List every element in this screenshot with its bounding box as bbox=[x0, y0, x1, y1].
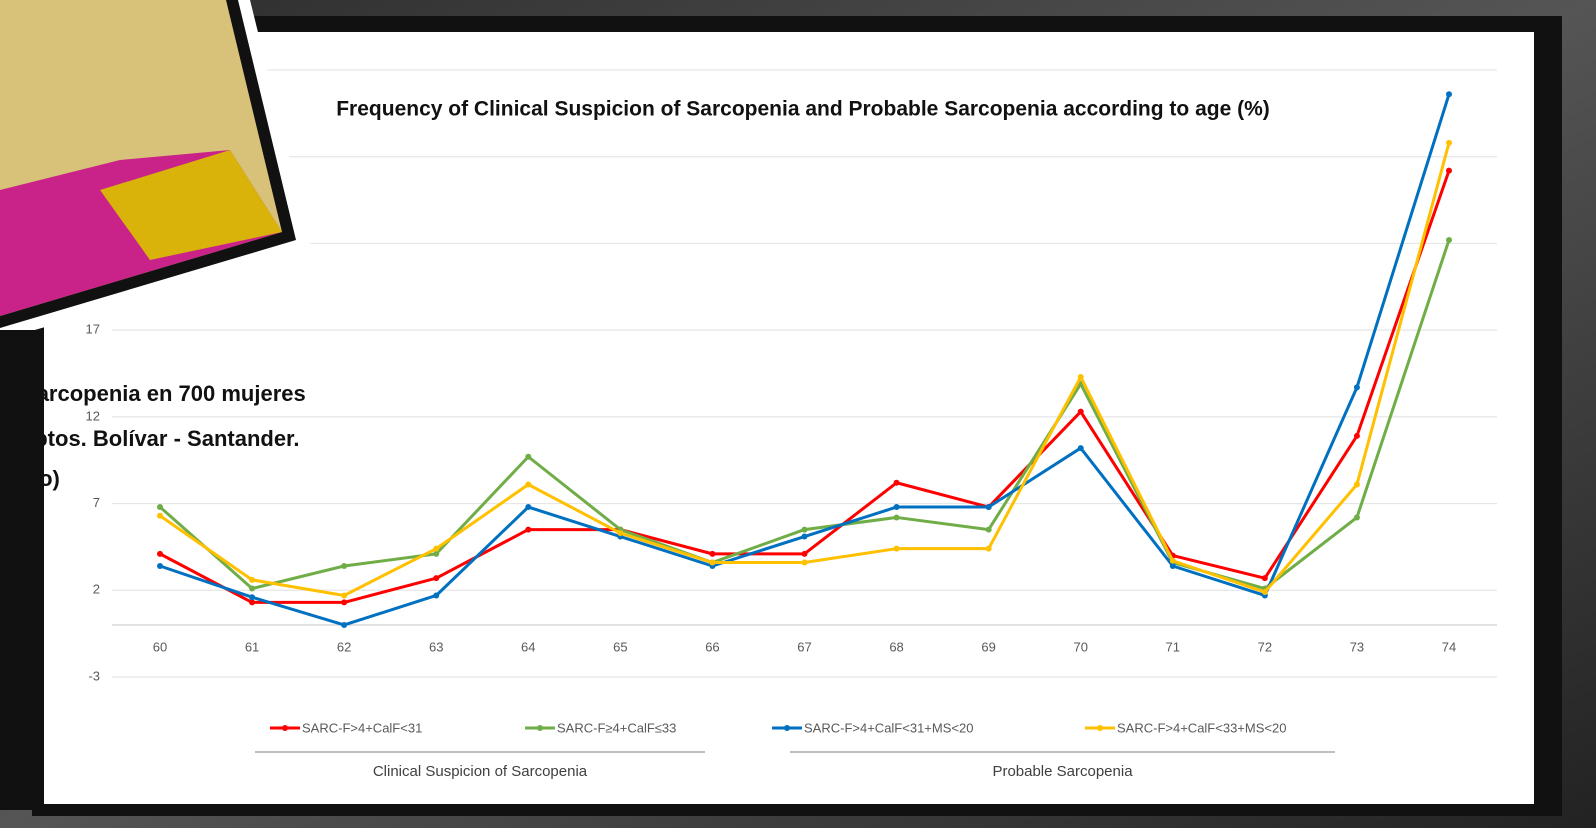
y-tick-label: -3 bbox=[88, 668, 100, 683]
legend-label: SARC-F>4+CalF<33+MS<20 bbox=[1117, 720, 1286, 735]
group-label: Clinical Suspicion of Sarcopenia bbox=[373, 763, 588, 780]
data-point bbox=[433, 551, 439, 557]
data-point bbox=[709, 551, 715, 557]
data-point bbox=[802, 534, 808, 540]
data-point bbox=[802, 527, 808, 533]
y-tick-label: 17 bbox=[86, 322, 100, 337]
x-tick-label: 72 bbox=[1258, 639, 1272, 654]
legend-marker bbox=[1097, 725, 1103, 731]
data-point bbox=[341, 622, 347, 628]
data-point bbox=[709, 560, 715, 566]
overlay-text: e Dptos. Bolívar - Santander. bbox=[0, 426, 300, 451]
x-tick-label: 63 bbox=[429, 639, 443, 654]
legend-marker bbox=[537, 725, 543, 731]
data-point bbox=[249, 586, 255, 592]
y-tick-label: 12 bbox=[86, 408, 100, 423]
data-point bbox=[1354, 433, 1360, 439]
data-point bbox=[525, 527, 531, 533]
x-tick-label: 62 bbox=[337, 639, 351, 654]
legend-label: SARC-F>4+CalF<31+MS<20 bbox=[804, 720, 973, 735]
data-point bbox=[894, 546, 900, 552]
data-point bbox=[1262, 575, 1268, 581]
data-point bbox=[525, 504, 531, 510]
data-point bbox=[341, 592, 347, 598]
group-label: Probable Sarcopenia bbox=[992, 763, 1133, 780]
data-point bbox=[525, 481, 531, 487]
data-point bbox=[1354, 481, 1360, 487]
data-point bbox=[894, 514, 900, 520]
chart-title: Frequency of Clinical Suspicion of Sarco… bbox=[336, 98, 1270, 121]
data-point bbox=[157, 504, 163, 510]
data-point bbox=[433, 592, 439, 598]
data-point bbox=[1078, 374, 1084, 380]
x-tick-label: 61 bbox=[245, 639, 259, 654]
legend-marker bbox=[282, 725, 288, 731]
x-tick-label: 70 bbox=[1073, 639, 1087, 654]
data-point bbox=[802, 560, 808, 566]
data-point bbox=[1446, 91, 1452, 97]
data-point bbox=[1262, 589, 1268, 595]
data-point bbox=[1170, 563, 1176, 569]
chart: -327121722273260616263646566676869707172… bbox=[0, 0, 1596, 828]
data-point bbox=[1078, 409, 1084, 415]
x-tick-label: 65 bbox=[613, 639, 627, 654]
overlay-text: le sarcopenia en 700 mujeres bbox=[0, 381, 306, 406]
x-tick-label: 66 bbox=[705, 639, 719, 654]
x-tick-label: 64 bbox=[521, 639, 535, 654]
data-point bbox=[525, 454, 531, 460]
data-point bbox=[986, 504, 992, 510]
data-point bbox=[1446, 168, 1452, 174]
x-tick-label: 69 bbox=[981, 639, 995, 654]
x-tick-label: 67 bbox=[797, 639, 811, 654]
data-point bbox=[341, 563, 347, 569]
data-point bbox=[249, 594, 255, 600]
data-point bbox=[1354, 384, 1360, 390]
data-point bbox=[157, 513, 163, 519]
y-tick-label: 2 bbox=[93, 582, 100, 597]
x-tick-label: 60 bbox=[153, 639, 167, 654]
data-point bbox=[249, 577, 255, 583]
x-tick-label: 74 bbox=[1442, 639, 1456, 654]
data-point bbox=[1170, 558, 1176, 564]
overlay-text: édito) bbox=[0, 466, 60, 491]
data-point bbox=[802, 551, 808, 557]
data-point bbox=[1446, 140, 1452, 146]
data-point bbox=[1446, 237, 1452, 243]
legend-label: SARC-F≥4+CalF≤33 bbox=[557, 720, 676, 735]
data-point bbox=[433, 575, 439, 581]
data-point bbox=[157, 563, 163, 569]
x-tick-label: 71 bbox=[1166, 639, 1180, 654]
page: -327121722273260616263646566676869707172… bbox=[0, 0, 1596, 828]
data-point bbox=[1078, 445, 1084, 451]
data-point bbox=[341, 599, 347, 605]
legend-label: SARC-F>4+CalF<31 bbox=[302, 720, 422, 735]
data-point bbox=[986, 527, 992, 533]
data-point bbox=[617, 530, 623, 536]
legend-marker bbox=[784, 725, 790, 731]
data-point bbox=[249, 599, 255, 605]
y-tick-label: 7 bbox=[93, 495, 100, 510]
data-point bbox=[1354, 514, 1360, 520]
data-point bbox=[157, 551, 163, 557]
data-point bbox=[433, 546, 439, 552]
data-point bbox=[986, 546, 992, 552]
x-tick-label: 73 bbox=[1350, 639, 1364, 654]
data-point bbox=[894, 504, 900, 510]
x-tick-label: 68 bbox=[889, 639, 903, 654]
data-point bbox=[894, 480, 900, 486]
